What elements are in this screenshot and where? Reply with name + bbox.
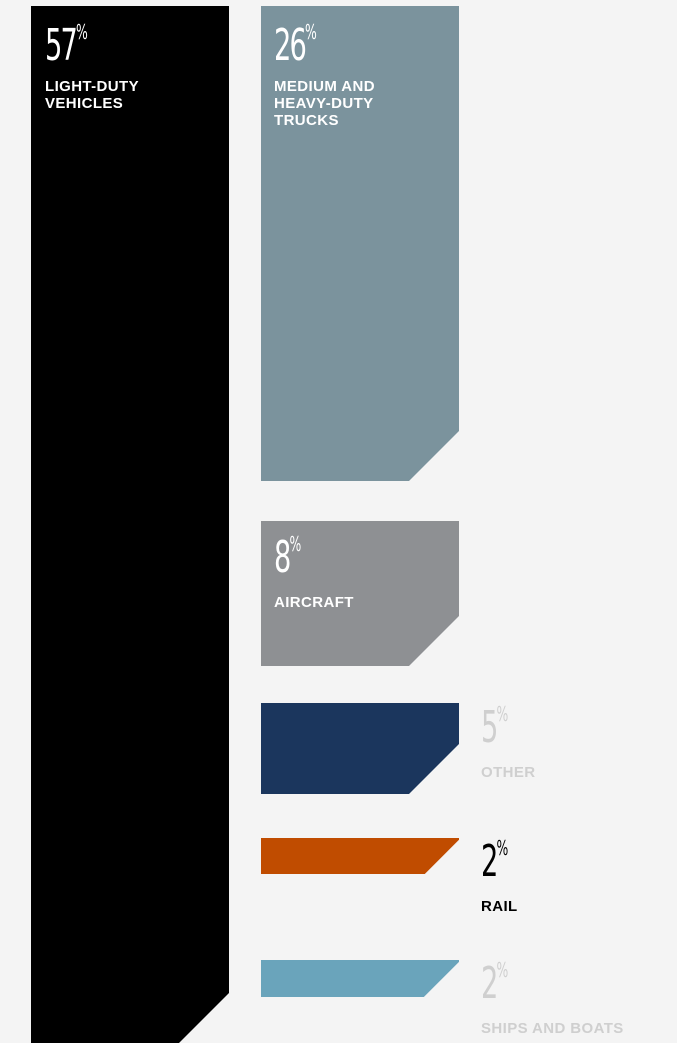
- value-number: 26: [274, 20, 307, 71]
- value-number: 5: [481, 702, 498, 753]
- label-aircraft: 8% AIRCRAFT: [274, 534, 354, 611]
- bar-light-duty-vehicles: [31, 6, 229, 1043]
- value-number: 2: [481, 836, 498, 887]
- category-label-rail: RAIL: [481, 898, 518, 915]
- label-rail: 2% RAIL: [481, 838, 524, 915]
- value-label-rail: 2%: [481, 838, 508, 884]
- value-label-light-duty-vehicles: 57%: [45, 22, 103, 68]
- percent-sign: %: [305, 20, 317, 44]
- label-ships-and-boats: 2% SHIPS AND BOATS: [481, 960, 624, 1037]
- label-trucks: 26% MEDIUM AND HEAVY-DUTY TRUCKS: [274, 22, 375, 129]
- percent-sign: %: [496, 836, 509, 860]
- value-label-trucks: 26%: [274, 22, 337, 68]
- bar-aircraft: [261, 521, 459, 666]
- category-label-trucks: MEDIUM AND HEAVY-DUTY TRUCKS: [274, 78, 375, 129]
- category-label-other: OTHER: [481, 764, 536, 781]
- value-number: 8: [274, 532, 291, 583]
- value-number: 2: [481, 958, 498, 1009]
- value-label-aircraft: 8%: [274, 534, 324, 580]
- category-label-light-duty-vehicles: LIGHT-DUTY VEHICLES: [45, 78, 139, 112]
- bar-ships-and-boats: [261, 960, 459, 997]
- label-light-duty-vehicles: 57% LIGHT-DUTY VEHICLES: [45, 22, 139, 112]
- category-label-aircraft: AIRCRAFT: [274, 594, 354, 611]
- percent-sign: %: [76, 20, 88, 44]
- category-label-ships-and-boats: SHIPS AND BOATS: [481, 1020, 624, 1037]
- percent-sign: %: [289, 532, 302, 556]
- bar-other: [261, 703, 459, 794]
- bar-trucks: [261, 6, 459, 481]
- value-label-ships-and-boats: 2%: [481, 960, 569, 1006]
- bar-rail: [261, 838, 459, 874]
- label-other: 5% OTHER: [481, 704, 536, 781]
- percent-sign: %: [496, 702, 509, 726]
- percent-sign: %: [496, 958, 509, 982]
- value-number: 57: [45, 20, 78, 71]
- value-label-other: 5%: [481, 704, 515, 750]
